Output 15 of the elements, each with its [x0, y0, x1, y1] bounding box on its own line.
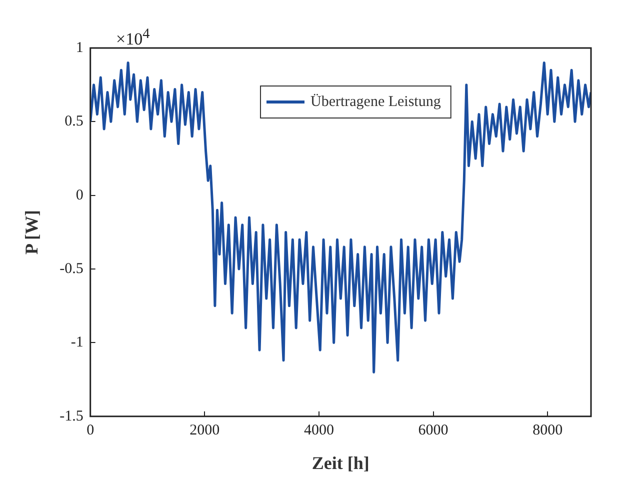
x-axis-title: Zeit [h] [312, 452, 370, 473]
annotation: ×10$^{4}$ [116, 26, 150, 50]
x-tick-label: 4000 [304, 422, 334, 438]
x-tick-label: 8000 [532, 422, 563, 438]
legend-label: Übertragene Leistung [310, 92, 442, 110]
y-axis-title: P [W] [21, 210, 42, 254]
y-tick-label: -1 [70, 334, 84, 351]
y-tick-label: 1 [76, 40, 84, 56]
x-tick-label: 6000 [418, 422, 448, 438]
x-tick-label: 0 [86, 422, 94, 438]
y-tick-label: -1.5 [60, 408, 84, 424]
x-tick-label: 2000 [190, 422, 220, 438]
y-tick-label: 0 [76, 187, 84, 204]
y-tick-label: -0.5 [60, 260, 84, 277]
y-tick-label: 0.5 [64, 114, 84, 130]
